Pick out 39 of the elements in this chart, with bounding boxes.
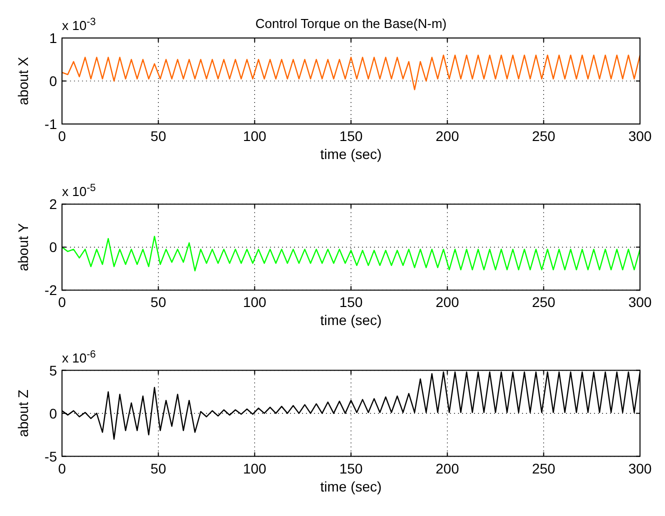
x-tick-label: 200 — [436, 128, 460, 144]
x-tick-label: 100 — [242, 128, 267, 144]
y-tick-label: 2 — [49, 196, 58, 212]
x-tick-label: 250 — [532, 294, 556, 310]
x-tick-label: 150 — [339, 294, 363, 310]
y-axis-title: about Z — [15, 389, 31, 438]
x-tick-label: 50 — [150, 460, 166, 476]
y-tick-label: 5 — [49, 362, 58, 378]
line-series — [61, 236, 641, 272]
text: x 10$^{-5}$ — [62, 182, 96, 200]
x-tick-label: 100 — [242, 294, 267, 310]
x-tick-label: 100 — [242, 460, 267, 476]
y-axis-title: about Y — [15, 222, 31, 272]
y-tick-label: 0 — [49, 405, 58, 422]
x-tick-label: 200 — [436, 294, 460, 310]
y-tick-label: -2 — [44, 282, 58, 298]
x-axis-title: time (sec) — [320, 478, 382, 494]
x-tick-label: 250 — [532, 460, 556, 476]
chart-title: Control Torque on the Base(N-m) — [255, 16, 447, 31]
y-tick-label: 1 — [49, 30, 58, 46]
x-tick-label: 300 — [628, 460, 652, 476]
y-axis-title: about X — [15, 56, 31, 106]
line-series — [61, 54, 641, 90]
y-tick-label: 0 — [49, 73, 58, 89]
x-axis-title: time (sec) — [320, 312, 382, 328]
x-tick-label: 50 — [150, 294, 166, 310]
x-tick-label: 200 — [436, 460, 460, 476]
x-tick-label: 150 — [339, 460, 363, 476]
x-tick-label: 300 — [628, 128, 652, 144]
text: x 10$^{-3}$ — [62, 16, 96, 33]
x-tick-label: 50 — [150, 128, 166, 144]
y-tick-label: 0 — [49, 239, 58, 256]
text: x 10$^{-6}$ — [62, 348, 96, 366]
x-axis-title: time (sec) — [320, 146, 382, 162]
x-tick-label: 300 — [628, 294, 652, 310]
y-tick-label: -5 — [44, 448, 58, 464]
x-tick-label: 150 — [339, 128, 363, 144]
x-tick-label: 250 — [532, 128, 556, 144]
y-tick-label: -1 — [44, 116, 58, 132]
